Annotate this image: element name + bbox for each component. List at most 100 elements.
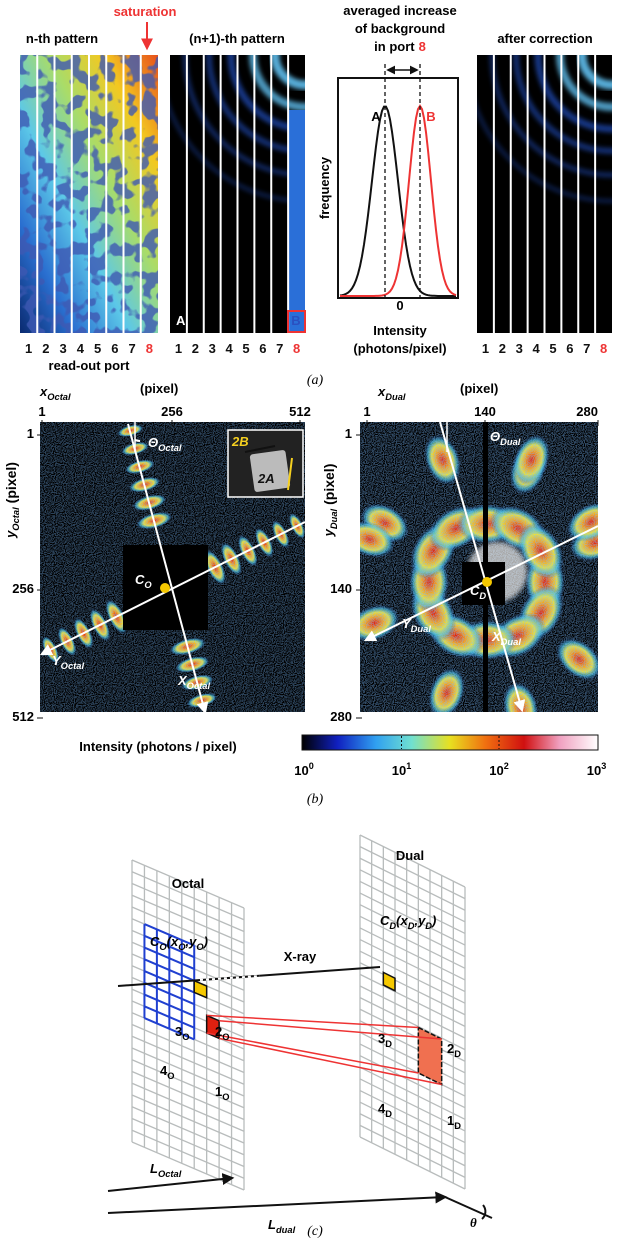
text-part: y: [3, 530, 18, 539]
text-part: O: [196, 942, 204, 952]
colorbar-tick-label: 103: [587, 761, 607, 778]
text-part: 6: [111, 341, 118, 356]
text-part: 0: [309, 761, 314, 771]
grid-line: [359, 834, 466, 888]
xray-label: X-ray: [284, 949, 317, 964]
text-part: 3: [516, 341, 523, 356]
dual-label: Dual: [396, 848, 424, 863]
text-part: 7: [129, 341, 136, 356]
distance-arrow: [107, 1191, 448, 1214]
text-part: Intensity: [373, 323, 427, 338]
inset-2a-label: 2A: [257, 471, 275, 486]
theta-arc: [134, 439, 141, 442]
x-tick-label: 1: [363, 404, 370, 419]
text-part: D: [425, 921, 432, 931]
port-label: 1: [25, 341, 32, 356]
text-part: 3: [60, 341, 67, 356]
grid-line: [359, 915, 466, 969]
text-part: 4: [225, 341, 233, 356]
port-label: 2: [192, 341, 199, 356]
axis-x: [127, 423, 209, 712]
text-part: after correction: [497, 31, 592, 46]
theta-label: ΘOctal: [148, 435, 182, 453]
colorbar-tick-label: 100: [294, 761, 314, 778]
port-label: 5: [242, 341, 249, 356]
text-part: 3: [378, 1031, 385, 1046]
octal-center-pixel: [193, 979, 208, 999]
y-tick-label: 1: [345, 426, 352, 441]
text-part: B: [291, 313, 300, 328]
text-part: 8: [419, 39, 426, 54]
text-part: 1: [406, 761, 411, 771]
text-part: 3: [209, 341, 216, 356]
text-part: O: [182, 1032, 189, 1042]
y-axis-title: yDual (pixel): [321, 464, 340, 538]
text-part: (b): [307, 792, 324, 807]
grid-line: [359, 1089, 466, 1144]
text-part: saturation: [114, 4, 177, 19]
zero: 0: [396, 298, 403, 313]
inset-2b-label: 2B: [231, 434, 249, 449]
text-part: Y: [402, 616, 412, 631]
text-part: C: [470, 583, 480, 598]
axis-y: [363, 525, 598, 642]
text-part: 6: [566, 341, 573, 356]
grid-line: [359, 1078, 466, 1132]
grid-line: [131, 871, 245, 921]
theta: θ: [470, 1215, 477, 1230]
distribution: [340, 104, 457, 297]
text-part: of background: [355, 21, 445, 36]
grid-line: [131, 906, 245, 956]
grid-line: [131, 1035, 245, 1085]
text-part: 10: [392, 763, 406, 778]
grid-line: [359, 880, 466, 935]
text-part: 1: [215, 1084, 222, 1099]
text-part: Octal: [11, 507, 21, 531]
port-label: 8: [146, 341, 153, 356]
grid-line: [359, 892, 466, 946]
x-label: XOctal: [177, 673, 210, 691]
text-part: 280: [576, 404, 598, 419]
detector-image: [360, 422, 598, 712]
port-label: 7: [129, 341, 136, 356]
text-part: 1: [38, 404, 45, 419]
l-dual: Ldual: [268, 1217, 296, 1235]
text-part: 512: [12, 709, 34, 724]
text-part: (c): [307, 1224, 323, 1239]
x-label: XDual: [491, 629, 521, 647]
text-part: 5: [549, 341, 556, 356]
distance-arrow: [107, 1173, 235, 1192]
text-part: 2: [447, 1041, 454, 1056]
grid-line: [359, 1136, 466, 1190]
intensity-unit: (photons/pixel): [353, 341, 446, 356]
caption: (a): [307, 373, 324, 388]
hist-title: in port 8: [374, 39, 426, 54]
grid-line: [359, 985, 466, 1039]
text-part: 2A: [257, 471, 275, 486]
text-part: (pixel): [460, 381, 498, 396]
x-tick-label: 512: [289, 404, 311, 419]
axis-y: [40, 521, 305, 656]
text-part: 2: [504, 761, 509, 771]
text-part: (n+1)-th pattern: [189, 31, 285, 46]
corner-label: 2D: [447, 1041, 461, 1059]
module-line: [144, 958, 195, 982]
text-part: Octal: [47, 392, 71, 402]
grid-line: [359, 904, 466, 958]
text-part: read-out port: [49, 358, 131, 373]
grid-line: [131, 1070, 245, 1121]
text-part: O: [167, 1071, 174, 1081]
y-tick-label: 1: [27, 426, 34, 441]
text-part: Θ: [148, 435, 158, 450]
text-part: Intensity (photons / pixel): [79, 739, 236, 754]
grid-line: [359, 1066, 466, 1120]
port-label: 3: [516, 341, 523, 356]
port-label: 2: [42, 341, 49, 356]
text-part: Octal: [158, 1169, 182, 1179]
module-line: [144, 934, 195, 959]
x-axis-title: xDual: [377, 384, 406, 402]
projection-line: [206, 1014, 419, 1029]
after-title: after correction: [497, 31, 592, 46]
text-part: θ: [470, 1215, 477, 1230]
dual-center-pixel: [382, 971, 396, 992]
